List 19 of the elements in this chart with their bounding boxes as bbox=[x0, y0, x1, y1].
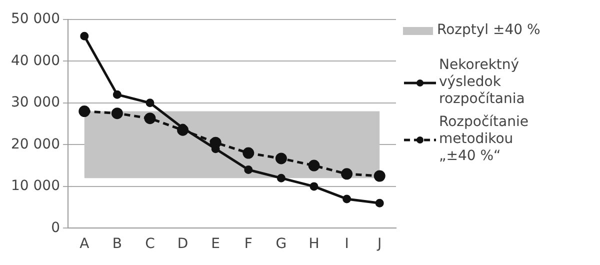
y-tick-label: 50 000 bbox=[10, 11, 60, 28]
y-tick-label: 20 000 bbox=[10, 136, 60, 152]
legend-label: Nekorektný výsledok rozpočítania bbox=[439, 57, 526, 108]
x-tick-label: D bbox=[177, 236, 188, 252]
y-tick-label: 0 bbox=[51, 220, 60, 236]
x-tick-label: H bbox=[308, 236, 320, 252]
y-tick-label: 10 000 bbox=[10, 178, 60, 194]
y-tick-label: 30 000 bbox=[10, 94, 60, 111]
x-tick-label: B bbox=[112, 236, 122, 252]
x-tick-label: A bbox=[80, 236, 90, 252]
x-tick-label: E bbox=[211, 236, 220, 252]
x-tick-label: F bbox=[244, 236, 252, 252]
x-tick-label: G bbox=[276, 236, 287, 252]
x-tick-label: I bbox=[344, 236, 349, 252]
legend-label: Rozpočítanie metodikou „±40 %“ bbox=[439, 114, 530, 165]
y-tick-label: 40 000 bbox=[10, 52, 60, 69]
x-tick-label: J bbox=[376, 236, 382, 252]
legend-label: Rozptyl ±40 % bbox=[437, 22, 540, 39]
x-tick-label: C bbox=[145, 236, 156, 252]
